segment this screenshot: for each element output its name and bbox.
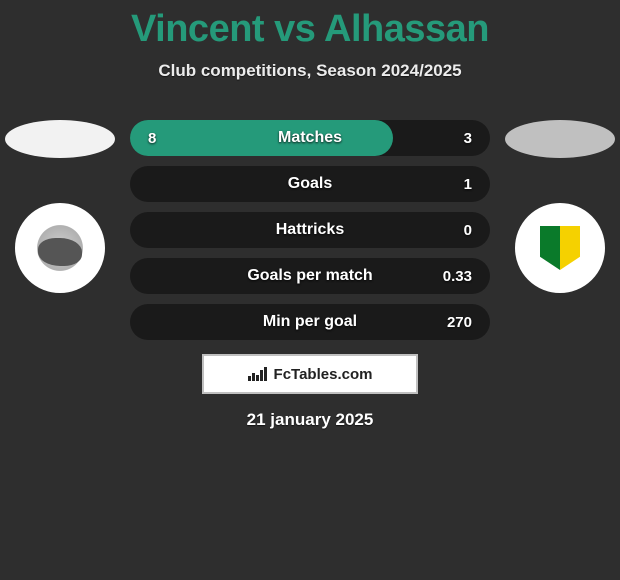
left-player-oval [5,120,115,158]
stat-right-value: 270 [447,314,472,331]
stat-row: Hattricks0 [130,212,490,248]
left-club-badge [15,203,105,293]
date-text: 21 january 2025 [0,410,620,430]
stat-right-value: 0.33 [443,268,472,285]
stat-left-value: 8 [148,130,156,147]
brand-text: FcTables.com [274,366,373,383]
stat-right-value: 3 [464,130,472,147]
stat-label: Goals [130,175,490,193]
stat-label: Hattricks [130,221,490,239]
stat-row: Goals per match0.33 [130,258,490,294]
right-player-column [500,120,620,293]
brand-box: FcTables.com [202,354,418,394]
page-title: Vincent vs Alhassan [0,0,620,51]
stat-row: 8Matches3 [130,120,490,156]
stats-container: 8Matches3 Goals1 Hattricks0 Goals per match… [130,120,490,350]
stat-label: Min per goal [130,313,490,331]
bar-chart-icon [248,367,268,381]
right-player-oval [505,120,615,158]
stat-row: Min per goal270 [130,304,490,340]
left-player-column [0,120,120,293]
stat-label: Matches [130,129,490,147]
stat-right-value: 1 [464,176,472,193]
stat-label: Goals per match [130,267,490,285]
subtitle: Club competitions, Season 2024/2025 [0,61,620,81]
stat-row: Goals1 [130,166,490,202]
right-club-badge [515,203,605,293]
stat-right-value: 0 [464,222,472,239]
